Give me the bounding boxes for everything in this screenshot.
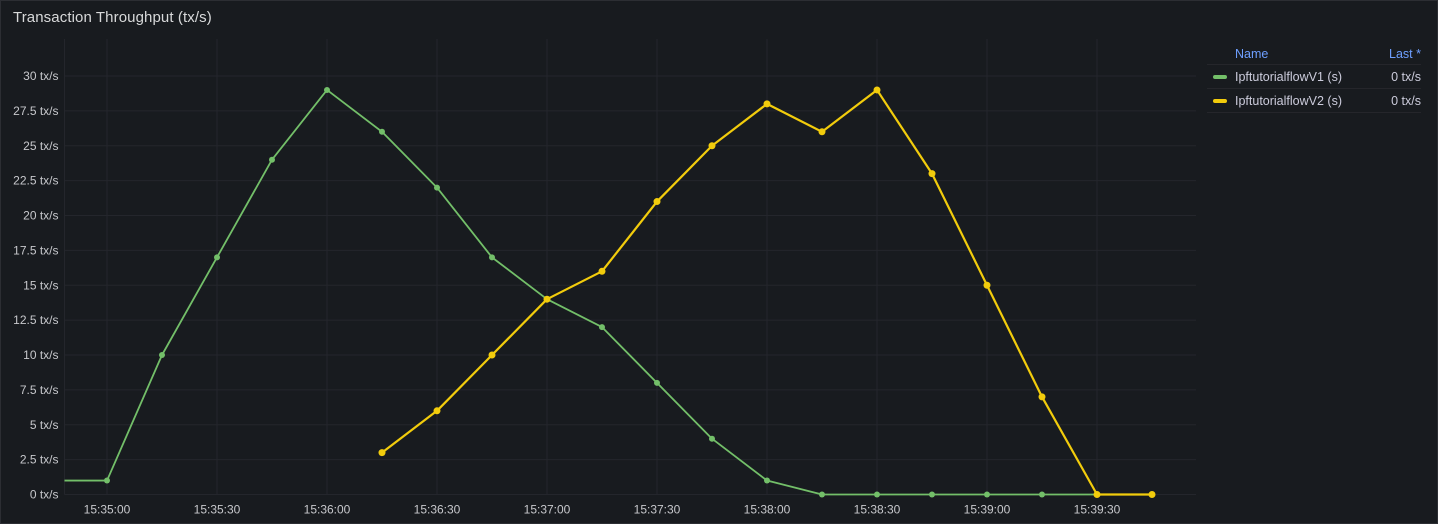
y-axis-tick-label: 17.5 tx/s (13, 243, 58, 257)
data-point-series-2 (433, 407, 441, 415)
legend-row: IpftutorialflowV1 (s) 0 tx/s (1207, 65, 1421, 89)
data-point-series-1 (874, 491, 880, 498)
panel-title[interactable]: Transaction Throughput (tx/s) (13, 9, 212, 26)
data-point-series-2 (653, 198, 661, 206)
x-axis-tick-label: 15:38:00 (744, 503, 791, 517)
series-color-swatch (1213, 74, 1227, 79)
data-point-series-2 (598, 267, 606, 275)
legend-rows: IpftutorialflowV1 (s) 0 tx/s Ipftutorialfl… (1207, 65, 1421, 113)
y-axis-tick-label: 0 tx/s (30, 488, 59, 502)
data-point-series-2 (818, 128, 826, 136)
data-point-series-2 (1093, 491, 1101, 498)
legend-row: IpftutorialflowV2 (s) 0 tx/s (1207, 89, 1421, 113)
data-point-series-2 (763, 100, 771, 108)
y-axis-tick-label: 10 tx/s (23, 348, 58, 362)
data-point-series-2 (983, 281, 991, 289)
x-axis-tick-label: 15:36:00 (304, 503, 351, 517)
x-axis-tick-label: 15:37:30 (634, 503, 681, 517)
data-point-series-1 (709, 435, 715, 442)
y-axis-tick-label: 25 tx/s (23, 139, 58, 153)
data-point-series-1 (49, 478, 55, 484)
y-axis-tick-label: 2.5 tx/s (20, 453, 59, 467)
legend-last-value: 0 tx/s (1391, 93, 1421, 108)
data-point-series-1 (1039, 491, 1045, 498)
data-point-series-2 (928, 170, 936, 178)
y-axis-tick-label: 20 tx/s (23, 209, 58, 223)
data-point-series-1 (214, 254, 220, 261)
x-axis-tick-label: 15:38:30 (854, 503, 901, 517)
data-point-series-1 (819, 491, 825, 498)
x-axis-tick-label: 15:36:30 (414, 503, 461, 517)
data-point-series-2 (488, 351, 496, 359)
data-point-series-2 (378, 449, 386, 457)
series-line-1 (64, 89, 1098, 496)
y-axis-tick-label: 12.5 tx/s (13, 313, 58, 327)
data-point-series-2 (708, 142, 716, 150)
data-point-series-1 (104, 477, 110, 484)
data-point-series-1 (434, 184, 440, 191)
legend-series-label[interactable]: IpftutorialflowV1 (s) (1235, 69, 1342, 84)
x-axis-tick-label: 15:39:00 (964, 503, 1011, 517)
y-axis-tick-label: 22.5 tx/s (13, 174, 58, 188)
data-point-series-1 (324, 86, 330, 93)
y-axis-tick-label: 7.5 tx/s (20, 383, 59, 397)
x-axis-tick-label: 15:35:00 (84, 503, 131, 517)
data-point-series-2 (1148, 491, 1156, 498)
y-axis-tick-label: 5 tx/s (30, 418, 59, 432)
data-point-series-1 (159, 352, 165, 358)
data-point-series-1 (764, 477, 770, 484)
data-point-series-2 (543, 295, 551, 303)
data-point-series-1 (984, 491, 990, 498)
x-axis-tick-label: 15:39:30 (1074, 503, 1121, 517)
x-axis-tick-label: 15:35:30 (194, 503, 241, 517)
x-axis-tick-label: 15:37:00 (524, 503, 571, 517)
legend-header: Name Last * (1207, 43, 1421, 65)
data-point-series-2 (1038, 393, 1046, 401)
data-point-series-1 (269, 156, 275, 163)
y-axis-tick-label: 15 tx/s (23, 278, 58, 292)
data-point-series-1 (599, 324, 605, 331)
legend-series-label[interactable]: IpftutorialflowV2 (s) (1235, 93, 1342, 108)
legend-last-value: 0 tx/s (1391, 69, 1421, 84)
legend-header-name[interactable]: Name (1235, 46, 1269, 61)
data-point-series-1 (489, 254, 495, 261)
legend-header-last[interactable]: Last * (1389, 46, 1421, 61)
series-color-swatch (1213, 98, 1227, 103)
data-point-series-1 (654, 379, 660, 386)
legend-table: Name Last * IpftutorialflowV1 (s) 0 tx/s I… (1207, 43, 1421, 113)
data-point-series-1 (379, 128, 385, 135)
y-axis-tick-label: 30 tx/s (23, 69, 58, 83)
data-point-series-1 (929, 491, 935, 498)
data-point-series-2 (873, 86, 881, 94)
y-axis-tick-label: 27.5 tx/s (13, 104, 58, 118)
